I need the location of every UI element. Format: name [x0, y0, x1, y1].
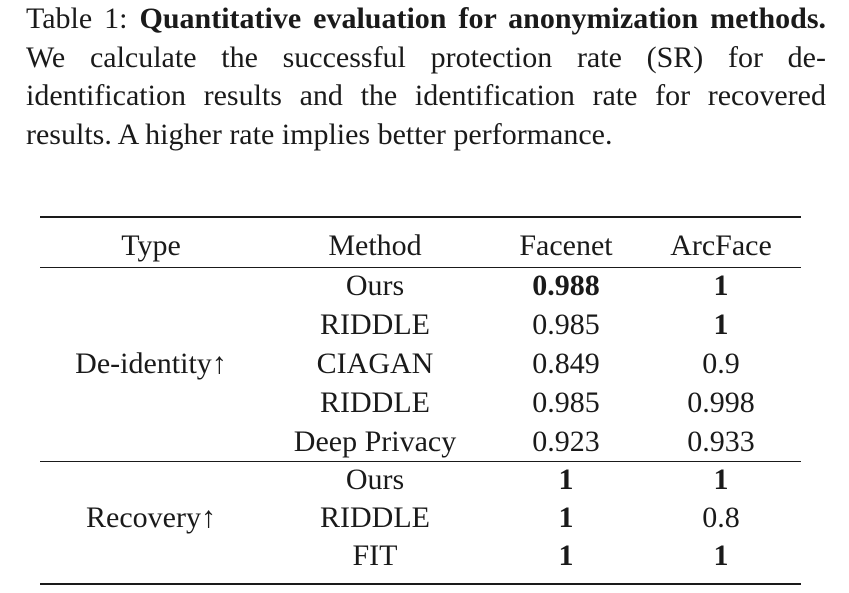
facenet-cell: 0.985: [532, 386, 600, 419]
header-method: Method: [328, 229, 422, 262]
arcface-cell: 1: [713, 539, 729, 572]
facenet-cell: 0.923: [532, 425, 600, 458]
facenet-cell: 0.988: [532, 269, 600, 302]
group-type-recovery: Recovery↑: [86, 501, 216, 534]
arcface-cell: 0.933: [687, 425, 755, 458]
method-cell: RIDDLE: [320, 308, 430, 341]
arcface-cell: 0.998: [687, 386, 755, 419]
method-cell: Ours: [345, 463, 405, 496]
header-rule: [40, 267, 801, 268]
arcface-cell: 0.8: [702, 501, 740, 534]
table-caption: Table 1: Quantitative evaluation for ano…: [26, 0, 826, 154]
method-cell: FIT: [352, 539, 398, 572]
header-facenet: Facenet: [519, 229, 613, 262]
arcface-cell: 0.9: [702, 347, 740, 380]
group-type-deidentity: De-identity↑: [75, 347, 227, 380]
facenet-cell: 1: [558, 501, 574, 534]
arcface-cell: 1: [713, 308, 729, 341]
method-cell: CIAGAN: [316, 347, 434, 380]
caption-title: Quantitative evaluation for anonymizatio…: [139, 2, 827, 35]
table-bottom-rule: [40, 583, 801, 585]
method-cell: Deep Privacy: [293, 425, 457, 458]
caption-label: Table 1:: [26, 2, 128, 35]
arcface-cell: 1: [713, 269, 729, 302]
caption-body: We calculate the successful protection r…: [26, 40, 826, 151]
facenet-cell: 0.985: [532, 308, 600, 341]
group-separator-rule: [40, 461, 801, 462]
method-cell: Ours: [345, 269, 405, 302]
method-cell: RIDDLE: [320, 386, 430, 419]
facenet-cell: 1: [558, 463, 574, 496]
table-top-rule: [40, 216, 801, 218]
method-cell: RIDDLE: [320, 501, 430, 534]
facenet-cell: 1: [558, 539, 574, 572]
arcface-cell: 1: [713, 463, 729, 496]
header-type: Type: [121, 229, 181, 262]
facenet-cell: 0.849: [532, 347, 600, 380]
header-arcface: ArcFace: [670, 229, 772, 262]
